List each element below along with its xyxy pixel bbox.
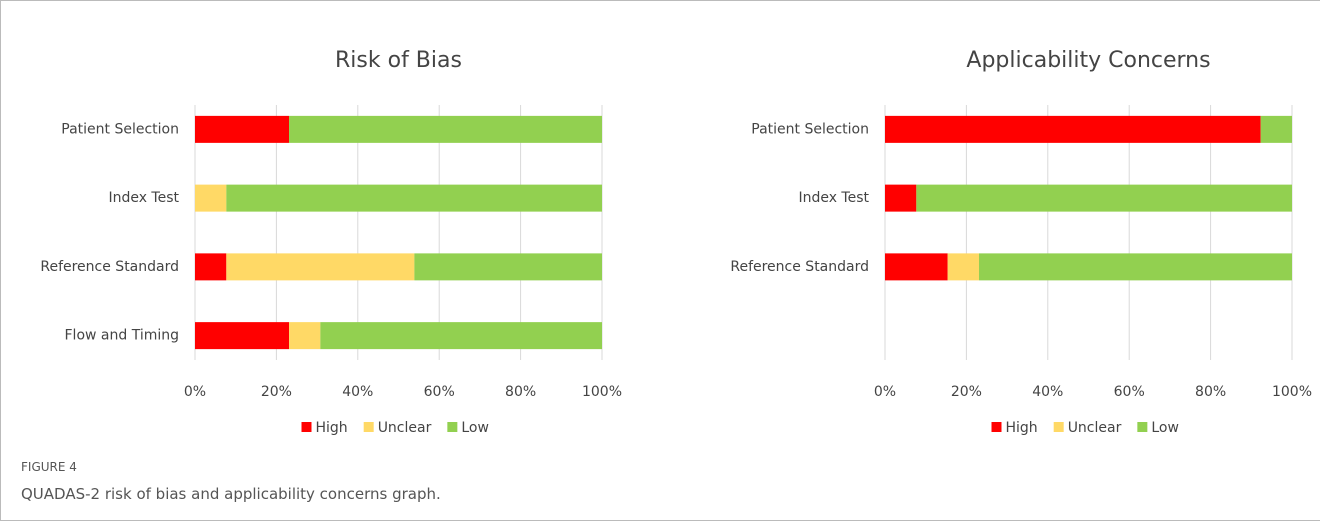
legend-swatch	[447, 422, 458, 432]
bar-segment	[195, 115, 290, 143]
x-tick-label: 20%	[951, 384, 982, 400]
x-tick-label: 0%	[874, 384, 896, 400]
charts: Risk of Bias 0% 20% 40% 60% 80% 100% Patient Se…	[40, 48, 1312, 436]
legend-label: Unclear	[1068, 420, 1122, 436]
legend-swatch	[1053, 422, 1064, 432]
x-tick-label: 40%	[1032, 384, 1063, 400]
legend-label: High	[1006, 420, 1038, 436]
legend-label: High	[316, 420, 348, 436]
bar-segment	[1260, 115, 1292, 143]
y-tick-label: Patient Selection	[61, 121, 179, 137]
legend-swatch	[363, 422, 374, 432]
x-tick-label: 20%	[261, 384, 292, 400]
bar-segment	[979, 253, 1292, 281]
legend-label: Low	[461, 420, 489, 436]
bar-segment	[885, 184, 917, 212]
bar-segment	[414, 253, 602, 281]
bar-segment	[916, 184, 1292, 212]
x-tick-label: 60%	[424, 384, 455, 400]
bar-segment	[320, 322, 602, 350]
x-tick-label: 60%	[1114, 384, 1145, 400]
x-tick-label: 40%	[342, 384, 373, 400]
caption-text: QUADAS-2 risk of bias and applicability …	[21, 485, 441, 503]
x-tick-label: 80%	[1195, 384, 1226, 400]
legend-label: Low	[1151, 420, 1179, 436]
legend-label: Unclear	[378, 420, 432, 436]
bar-segment	[195, 322, 290, 350]
y-tick-label: Index Test	[798, 190, 869, 206]
y-tick-label: Index Test	[108, 190, 179, 206]
legend-swatch	[991, 422, 1002, 432]
y-tick-label: Patient Selection	[751, 121, 869, 137]
bar-segment	[226, 253, 415, 281]
bar-segment	[195, 253, 227, 281]
x-tick-label: 0%	[184, 384, 206, 400]
caption-label: FIGURE 4	[21, 460, 77, 474]
bar-segment	[195, 184, 227, 212]
chart-title: Risk of Bias	[335, 48, 462, 73]
legend-swatch	[1137, 422, 1148, 432]
bar-segment	[226, 184, 603, 212]
bar-segment	[289, 322, 321, 350]
bar-segment	[885, 253, 948, 281]
bar-segment	[947, 253, 980, 281]
bar-segment	[885, 115, 1261, 143]
y-tick-label: Flow and Timing	[65, 328, 180, 344]
y-tick-label: Reference Standard	[40, 259, 179, 275]
legend-swatch	[301, 422, 312, 432]
x-tick-label: 100%	[1272, 384, 1312, 400]
chart-title: Applicability Concerns	[966, 48, 1210, 73]
x-tick-label: 80%	[505, 384, 536, 400]
x-tick-label: 100%	[582, 384, 622, 400]
bar-segment	[289, 115, 602, 143]
y-tick-label: Reference Standard	[730, 259, 869, 275]
